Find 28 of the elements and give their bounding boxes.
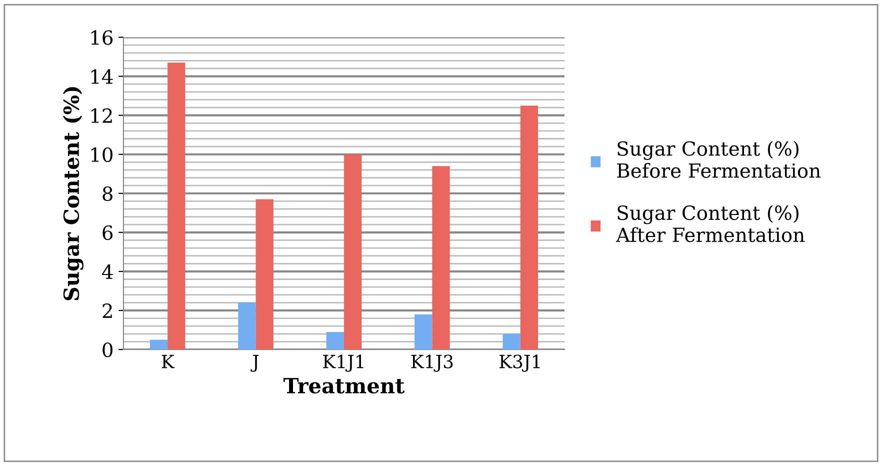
bar (520, 106, 538, 350)
y-tick-label: 16 (91, 30, 113, 45)
bar (414, 314, 432, 350)
y-tick-label: 10 (91, 147, 112, 162)
y-tick-label: 12 (91, 108, 112, 123)
x-axis-title: Treatment (284, 378, 405, 394)
bar (168, 62, 186, 350)
bar (256, 199, 274, 350)
y-tick-label: 6 (102, 225, 113, 240)
y-axis-title: Sugar Content (%) (63, 87, 84, 300)
bar (344, 154, 362, 350)
x-tick-label: K (162, 354, 175, 368)
y-tick-label: 8 (102, 186, 112, 202)
x-tick-label: J (250, 354, 259, 372)
y-tick-label: 14 (91, 69, 113, 84)
bar (238, 302, 256, 350)
bar (326, 332, 344, 350)
y-tick-label: 2 (102, 303, 112, 318)
bar (502, 334, 520, 350)
x-tick-label: K1J3 (411, 354, 453, 372)
y-tick-label: 0 (102, 342, 112, 358)
bar (150, 340, 168, 350)
bar (432, 166, 450, 350)
x-tick-label: K1J1 (323, 354, 364, 372)
y-tick-label: 4 (102, 264, 113, 279)
legend-label: Sugar Content (%) After Fermentation (616, 205, 805, 242)
x-tick-label: K3J1 (500, 354, 540, 372)
legend-label: Sugar Content (%) Before Fermentation (617, 140, 821, 178)
